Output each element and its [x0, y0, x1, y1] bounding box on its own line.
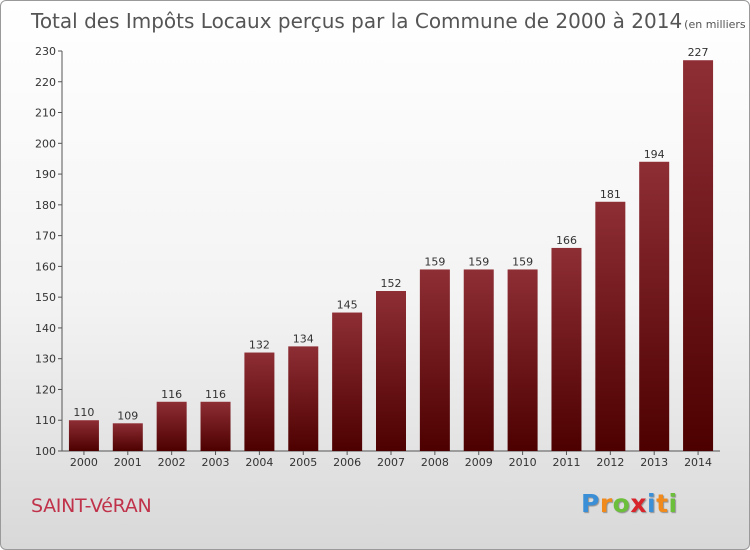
y-tick-label: 200	[35, 137, 56, 150]
x-tick-label-2006: 2006	[333, 456, 361, 469]
bar-2010	[507, 269, 538, 451]
chart-title: Total des Impôts Locaux perçus par la Co…	[30, 9, 749, 33]
x-tick-label-2007: 2007	[377, 456, 405, 469]
value-label-2006: 145	[337, 299, 358, 312]
value-label-2014: 227	[688, 46, 709, 59]
y-tick-label: 150	[35, 291, 56, 304]
x-tick-label-2001: 2001	[114, 456, 142, 469]
x-tick-label-2013: 2013	[640, 456, 668, 469]
value-label-2013: 194	[644, 148, 665, 161]
proxiti-logo: Proxiti	[581, 489, 678, 518]
bar-2009	[463, 269, 494, 451]
value-label-2011: 166	[556, 234, 577, 247]
logo-letter: r	[599, 489, 613, 518]
value-label-2009: 159	[468, 255, 489, 268]
y-tick-label: 220	[35, 76, 56, 89]
value-label-2000: 110	[73, 406, 94, 419]
value-label-2010: 159	[512, 255, 533, 268]
y-tick-label: 170	[35, 230, 56, 243]
logo-letter: o	[612, 489, 631, 518]
x-tick-label-2000: 2000	[70, 456, 98, 469]
y-tick-label: 210	[35, 107, 56, 120]
value-label-2001: 109	[117, 409, 138, 422]
chart-title-main: Total des Impôts Locaux perçus par la Co…	[30, 9, 682, 33]
logo-letter: i	[647, 489, 657, 518]
x-tick-label-2009: 2009	[465, 456, 493, 469]
value-label-2007: 152	[381, 277, 402, 290]
x-tick-label-2012: 2012	[596, 456, 624, 469]
y-tick-label: 130	[35, 353, 56, 366]
value-label-2002: 116	[161, 388, 182, 401]
x-tick-label-2005: 2005	[289, 456, 317, 469]
bar-2005	[288, 346, 319, 451]
y-tick-label: 110	[35, 414, 56, 427]
logo-letter: x	[630, 489, 647, 518]
logo-letter: P	[581, 489, 600, 518]
y-tick-label: 160	[35, 260, 56, 273]
y-tick-label: 190	[35, 168, 56, 181]
bar-2000	[68, 420, 99, 451]
bar-2004	[244, 352, 275, 451]
x-tick-label-2004: 2004	[245, 456, 273, 469]
y-tick-label: 180	[35, 199, 56, 212]
bar-2001	[112, 423, 143, 451]
y-tick-label: 140	[35, 322, 56, 335]
bar-2013	[639, 161, 670, 451]
bar-2006	[332, 312, 363, 451]
x-tick-label-2010: 2010	[509, 456, 537, 469]
chart-title-unit: (en milliers d'€)	[684, 18, 749, 31]
bars: 110 109 116 116 132 134 145 152 159 159 159 166 181 1…	[68, 46, 714, 451]
x-tick-label-2002: 2002	[158, 456, 186, 469]
logo-letter: t	[656, 489, 669, 518]
value-label-2005: 134	[293, 332, 314, 345]
bar-2007	[376, 291, 406, 451]
bar-2012	[595, 201, 626, 451]
value-label-2003: 116	[205, 388, 226, 401]
value-label-2008: 159	[424, 255, 445, 268]
bar-2014	[683, 60, 714, 451]
y-tick-label: 100	[35, 445, 56, 458]
value-label-2012: 181	[600, 188, 621, 201]
bar-2002	[156, 401, 187, 451]
commune-name: SAINT-VéRAN	[31, 495, 152, 517]
bar-2008	[419, 269, 450, 451]
x-tick-label-2003: 2003	[202, 456, 230, 469]
y-tick-label: 230	[35, 45, 56, 58]
x-tick-label-2014: 2014	[684, 456, 712, 469]
logo-letter: i	[668, 489, 678, 518]
x-tick-label-2008: 2008	[421, 456, 449, 469]
bar-2011	[551, 247, 582, 451]
bar-2003	[200, 401, 231, 451]
value-label-2004: 132	[249, 339, 270, 352]
y-tick-label: 120	[35, 383, 56, 396]
axes: 100 110 120 130 140 150 160 170 180 190 200 210 220 2…	[35, 45, 720, 469]
x-tick-label-2011: 2011	[552, 456, 580, 469]
